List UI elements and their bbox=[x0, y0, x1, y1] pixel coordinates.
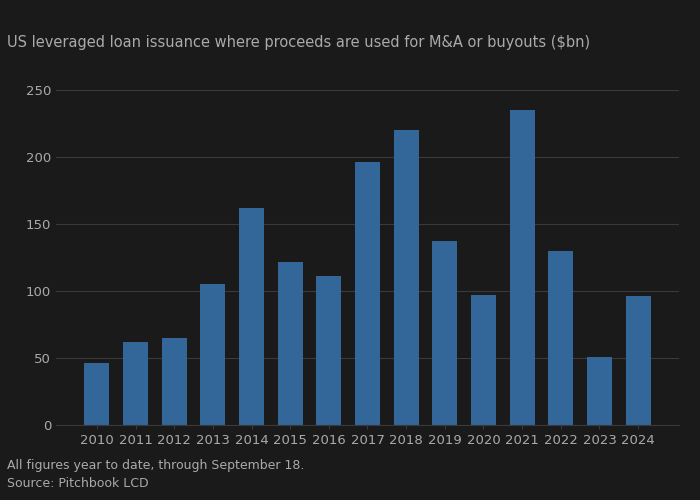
Bar bbox=[510, 110, 535, 425]
Bar bbox=[626, 296, 651, 425]
Bar bbox=[433, 242, 457, 425]
Bar bbox=[278, 262, 302, 425]
Bar bbox=[471, 295, 496, 425]
Bar bbox=[548, 251, 573, 425]
Bar bbox=[200, 284, 225, 425]
Text: Source: Pitchbook LCD: Source: Pitchbook LCD bbox=[7, 477, 148, 490]
Bar bbox=[162, 338, 187, 425]
Bar bbox=[316, 276, 342, 425]
Bar bbox=[355, 162, 380, 425]
Bar bbox=[84, 364, 109, 425]
Bar bbox=[123, 342, 148, 425]
Bar bbox=[587, 356, 612, 425]
Bar bbox=[393, 130, 419, 425]
Text: US leveraged loan issuance where proceeds are used for M&A or buyouts ($bn): US leveraged loan issuance where proceed… bbox=[7, 35, 590, 50]
Bar bbox=[239, 208, 264, 425]
Text: All figures year to date, through September 18.: All figures year to date, through Septem… bbox=[7, 460, 304, 472]
